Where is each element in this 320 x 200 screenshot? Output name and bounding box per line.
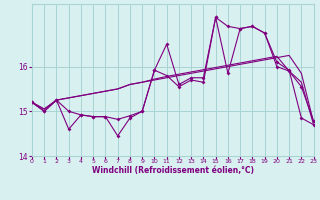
X-axis label: Windchill (Refroidissement éolien,°C): Windchill (Refroidissement éolien,°C) bbox=[92, 166, 254, 175]
